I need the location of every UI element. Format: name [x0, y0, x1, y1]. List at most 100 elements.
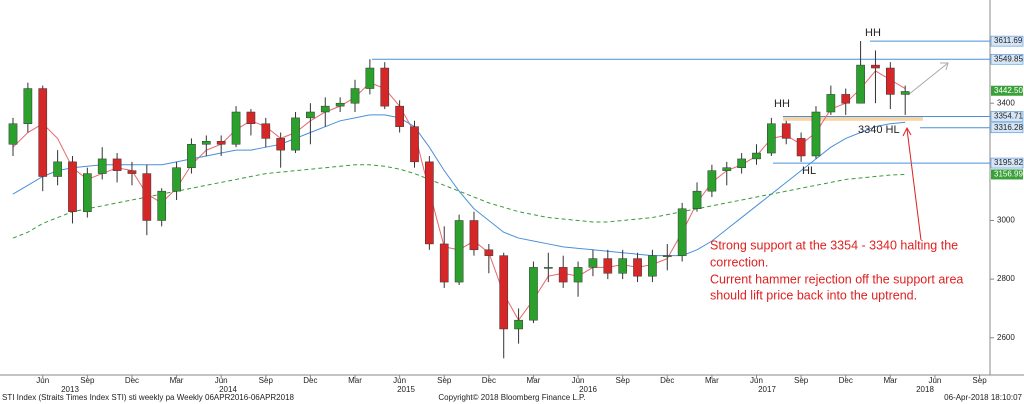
candle-body — [811, 111, 821, 157]
x-tick-label: Jun — [393, 376, 406, 385]
candle-body — [529, 267, 538, 321]
candle-body — [767, 123, 776, 154]
y-tick-label: 3000 — [997, 216, 1015, 225]
candle-body — [425, 161, 434, 245]
candle-body — [231, 111, 241, 145]
x-tick-label: Sep — [794, 376, 809, 385]
candle-body — [662, 255, 672, 257]
x-tick-label: Jun — [928, 376, 941, 385]
year-label: 2015 — [397, 385, 415, 394]
candle-body — [320, 105, 330, 113]
moving-average — [12, 114, 906, 257]
candle-body — [8, 123, 18, 145]
candle-body — [543, 267, 553, 269]
candle-body — [172, 167, 181, 192]
candle-body — [588, 258, 598, 268]
level-label: 3549.85 — [994, 54, 1023, 63]
candle-body — [112, 158, 122, 171]
candle-body — [246, 111, 256, 124]
x-tick-label: Dec — [482, 376, 496, 385]
plot-area — [0, 0, 990, 375]
x-tick-label: Jun — [750, 376, 763, 385]
candle-body — [127, 170, 137, 174]
level-tag — [990, 122, 1024, 134]
x-tick-label: Jun — [572, 376, 585, 385]
candle-body — [871, 64, 880, 69]
candle-body — [633, 258, 642, 277]
candle-body — [677, 208, 687, 256]
candle-body — [439, 243, 449, 283]
candle-body — [514, 319, 523, 330]
level-tag — [990, 157, 1024, 169]
candle-body — [499, 255, 509, 330]
note-line: correction. — [710, 255, 768, 269]
x-tick-label: Mar — [705, 376, 719, 385]
candle-body — [856, 64, 865, 104]
candle-body — [796, 138, 806, 157]
year-label: 2016 — [579, 385, 597, 394]
candle-body — [781, 123, 791, 139]
candle-body — [365, 67, 375, 89]
candle-body — [885, 67, 895, 95]
candle-body — [276, 138, 285, 151]
candle-body — [900, 91, 910, 95]
price-tag — [991, 169, 1023, 180]
x-tick-label: Sep — [80, 376, 95, 385]
candle-body — [335, 102, 345, 107]
pointer-arrow-head — [902, 126, 912, 137]
x-tick-label: Mar — [527, 376, 541, 385]
candle-body — [707, 170, 717, 192]
y-tick-label: 2600 — [997, 333, 1015, 342]
candle-body — [737, 158, 746, 168]
candle-body — [484, 249, 494, 256]
candle-body — [68, 161, 77, 212]
candle-body — [841, 94, 851, 104]
candle-body — [469, 220, 479, 251]
trend-arrow — [907, 62, 949, 96]
x-tick-label: Sep — [616, 376, 631, 385]
x-tick-label: Mar — [170, 376, 184, 385]
candle-body — [454, 220, 464, 283]
x-tick-label: Jun — [215, 376, 228, 385]
candle-body — [142, 173, 152, 221]
candle-body — [23, 88, 33, 124]
price-tag-label: 3442.50 — [994, 86, 1023, 95]
annotation: HH — [774, 98, 790, 110]
candle-body — [306, 111, 315, 119]
candle-body — [38, 88, 48, 177]
level-label: 3611.69 — [994, 36, 1023, 45]
pointer-arrow — [906, 128, 922, 241]
annotation: 3340 HL — [858, 124, 900, 136]
candle-body — [216, 141, 226, 145]
x-tick-label: Sep — [972, 376, 987, 385]
x-tick-label: Mar — [883, 376, 897, 385]
x-tick-label: Dec — [839, 376, 853, 385]
price-tag — [991, 85, 1023, 96]
level-tag — [990, 35, 1024, 47]
candle-body — [187, 144, 196, 168]
x-tick-label: Dec — [303, 376, 317, 385]
candle-body — [648, 255, 657, 277]
y-tick-label: 2800 — [997, 274, 1015, 283]
candle-body — [291, 117, 300, 151]
candle-body — [558, 267, 568, 283]
note-line: should lift price back into the uptrend. — [710, 288, 917, 302]
x-tick-label: Dec — [660, 376, 674, 385]
candle-body — [692, 190, 702, 210]
candle-body — [201, 141, 211, 145]
marks — [8, 40, 990, 359]
level-label: 3354.71 — [994, 112, 1023, 121]
candle-body — [752, 152, 761, 160]
annotation: HH — [865, 27, 881, 39]
level-label: 3316.28 — [994, 123, 1023, 132]
candle-body — [261, 123, 271, 139]
year-label: 2013 — [61, 385, 79, 394]
candle-body — [83, 173, 92, 212]
year-label: 2017 — [758, 385, 776, 394]
candle-body — [380, 67, 390, 107]
x-tick-label: Mar — [348, 376, 362, 385]
candle-body — [573, 267, 583, 283]
candle-body — [53, 161, 62, 177]
candle-body — [97, 158, 107, 174]
